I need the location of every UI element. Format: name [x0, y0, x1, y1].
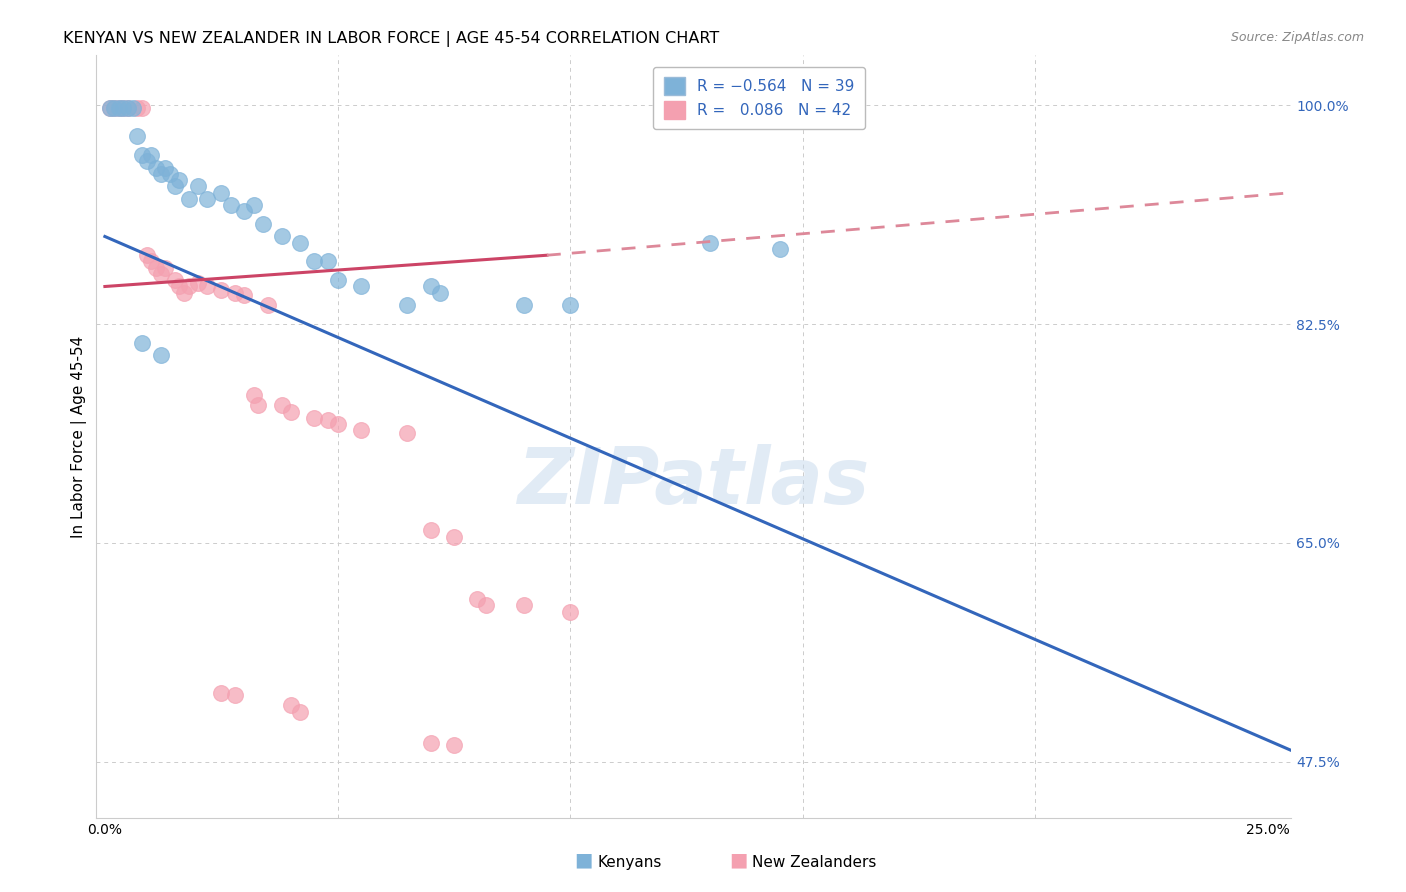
Point	[177, 192, 200, 206]
Point	[326, 417, 349, 431]
Point	[560, 298, 582, 312]
Text: ■: ■	[574, 851, 593, 870]
Text: ZIPatlas: ZIPatlas	[517, 444, 869, 520]
Point	[465, 592, 488, 607]
Point	[475, 599, 498, 613]
Point	[252, 217, 274, 231]
Text: New Zealanders: New Zealanders	[752, 855, 876, 870]
Point	[316, 254, 339, 268]
Point	[256, 298, 278, 312]
Point	[112, 101, 135, 115]
Text: Source: ZipAtlas.com: Source: ZipAtlas.com	[1230, 31, 1364, 45]
Point	[108, 101, 131, 115]
Text: ■: ■	[728, 851, 748, 870]
Point	[98, 101, 121, 115]
Point	[131, 335, 153, 350]
Point	[141, 148, 163, 162]
Point	[316, 413, 339, 427]
Point	[98, 101, 121, 115]
Point	[155, 161, 177, 175]
Point	[270, 398, 292, 412]
Point	[195, 279, 218, 293]
Point	[512, 298, 534, 312]
Point	[699, 235, 721, 250]
Point	[443, 739, 465, 753]
Point	[304, 254, 326, 268]
Point	[163, 179, 186, 194]
Point	[209, 283, 232, 297]
Point	[419, 279, 441, 293]
Point	[242, 388, 264, 402]
Point	[187, 276, 209, 290]
Point	[350, 279, 373, 293]
Point	[177, 279, 200, 293]
Point	[270, 229, 292, 244]
Point	[224, 285, 246, 300]
Point	[108, 101, 131, 115]
Point	[135, 154, 157, 169]
Point	[131, 101, 153, 115]
Point	[187, 179, 209, 194]
Point	[290, 705, 312, 719]
Point	[145, 161, 167, 175]
Point	[135, 248, 157, 262]
Point	[149, 267, 172, 281]
Point	[163, 273, 186, 287]
Point	[280, 404, 302, 418]
Point	[233, 204, 256, 219]
Point	[149, 167, 172, 181]
Point	[768, 242, 790, 256]
Point	[127, 101, 149, 115]
Point	[560, 605, 582, 619]
Point	[512, 599, 534, 613]
Point	[396, 425, 419, 440]
Point	[121, 101, 143, 115]
Text: Kenyans: Kenyans	[598, 855, 662, 870]
Point	[159, 167, 181, 181]
Point	[195, 192, 218, 206]
Point	[117, 101, 139, 115]
Point	[145, 260, 167, 275]
Point	[350, 423, 373, 437]
Point	[117, 101, 139, 115]
Point	[173, 285, 195, 300]
Point	[280, 698, 302, 713]
Point	[155, 260, 177, 275]
Point	[419, 736, 441, 750]
Point	[209, 186, 232, 200]
Point	[149, 348, 172, 362]
Point	[169, 279, 191, 293]
Text: KENYAN VS NEW ZEALANDER IN LABOR FORCE | AGE 45-54 CORRELATION CHART: KENYAN VS NEW ZEALANDER IN LABOR FORCE |…	[63, 31, 720, 47]
Point	[209, 686, 232, 700]
Point	[419, 524, 441, 538]
Point	[131, 148, 153, 162]
Point	[396, 298, 419, 312]
Point	[443, 530, 465, 544]
Point	[103, 101, 125, 115]
Point	[127, 129, 149, 144]
Point	[304, 410, 326, 425]
Point	[247, 398, 270, 412]
Point	[112, 101, 135, 115]
Point	[290, 235, 312, 250]
Point	[326, 273, 349, 287]
Point	[219, 198, 242, 212]
Legend: R = −0.564   N = 39, R =   0.086   N = 42: R = −0.564 N = 39, R = 0.086 N = 42	[652, 67, 866, 129]
Point	[233, 288, 256, 302]
Y-axis label: In Labor Force | Age 45-54: In Labor Force | Age 45-54	[72, 335, 87, 538]
Point	[242, 198, 264, 212]
Point	[103, 101, 125, 115]
Point	[224, 689, 246, 703]
Point	[141, 254, 163, 268]
Point	[169, 173, 191, 187]
Point	[429, 285, 451, 300]
